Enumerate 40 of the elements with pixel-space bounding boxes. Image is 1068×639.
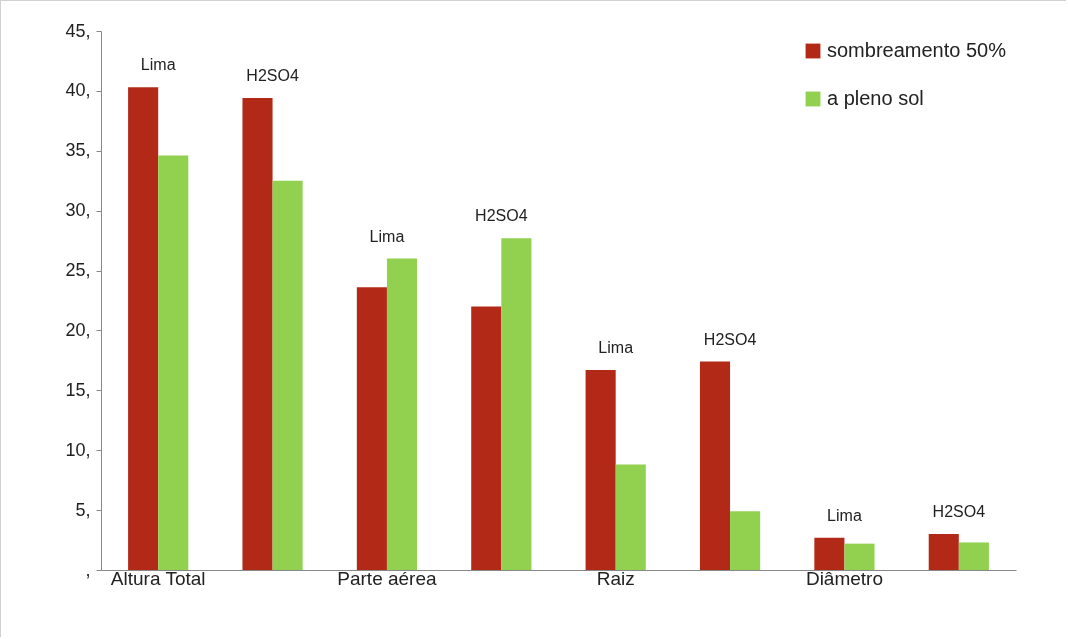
- x-tick-label: H2SO4: [703, 330, 757, 348]
- x-tick-label: H2SO4: [246, 67, 299, 85]
- y-tick-label: 5,: [75, 499, 91, 520]
- bar: [615, 464, 646, 570]
- y-tick-label: 15,: [65, 379, 91, 400]
- y-tick-label: 25,: [65, 260, 91, 281]
- bar: [356, 287, 387, 570]
- x-tick-label: Lima: [827, 506, 862, 524]
- y-tick-label: 45,: [65, 20, 91, 41]
- annotation: Diâmetro: [805, 568, 883, 589]
- y-tick-label: 30,: [65, 200, 91, 221]
- bar: [128, 87, 159, 570]
- y-tick-label: 35,: [65, 140, 91, 161]
- bar: [730, 511, 761, 570]
- annotation: Altura Total: [110, 568, 206, 589]
- bar: [585, 369, 616, 570]
- bar: [928, 534, 959, 570]
- legend-label: a pleno sol: [827, 87, 924, 109]
- annotation: Parte aérea: [337, 568, 438, 589]
- bar: [272, 180, 303, 570]
- x-tick-label: Lima: [598, 338, 634, 356]
- x-tick-label: Lima: [369, 227, 405, 245]
- x-tick-label: Lima: [140, 56, 176, 74]
- bar: [501, 238, 532, 570]
- bar: [242, 98, 273, 570]
- bar: [471, 306, 502, 570]
- bar: [386, 258, 418, 570]
- bar: [844, 543, 875, 570]
- annotation: Raiz: [596, 568, 635, 589]
- y-tick-label: 20,: [65, 319, 91, 340]
- bar: [958, 542, 989, 570]
- x-tick-label: H2SO4: [475, 207, 528, 225]
- bar: [158, 155, 189, 570]
- bar: [699, 361, 731, 570]
- legend-label: sombreamento 50%: [827, 39, 1007, 61]
- y-tick-label: ,: [85, 559, 91, 580]
- x-tick-label: H2SO4: [932, 503, 986, 521]
- y-tick-label: 10,: [65, 439, 91, 460]
- bar: [814, 537, 845, 570]
- y-tick-label: 40,: [65, 80, 91, 101]
